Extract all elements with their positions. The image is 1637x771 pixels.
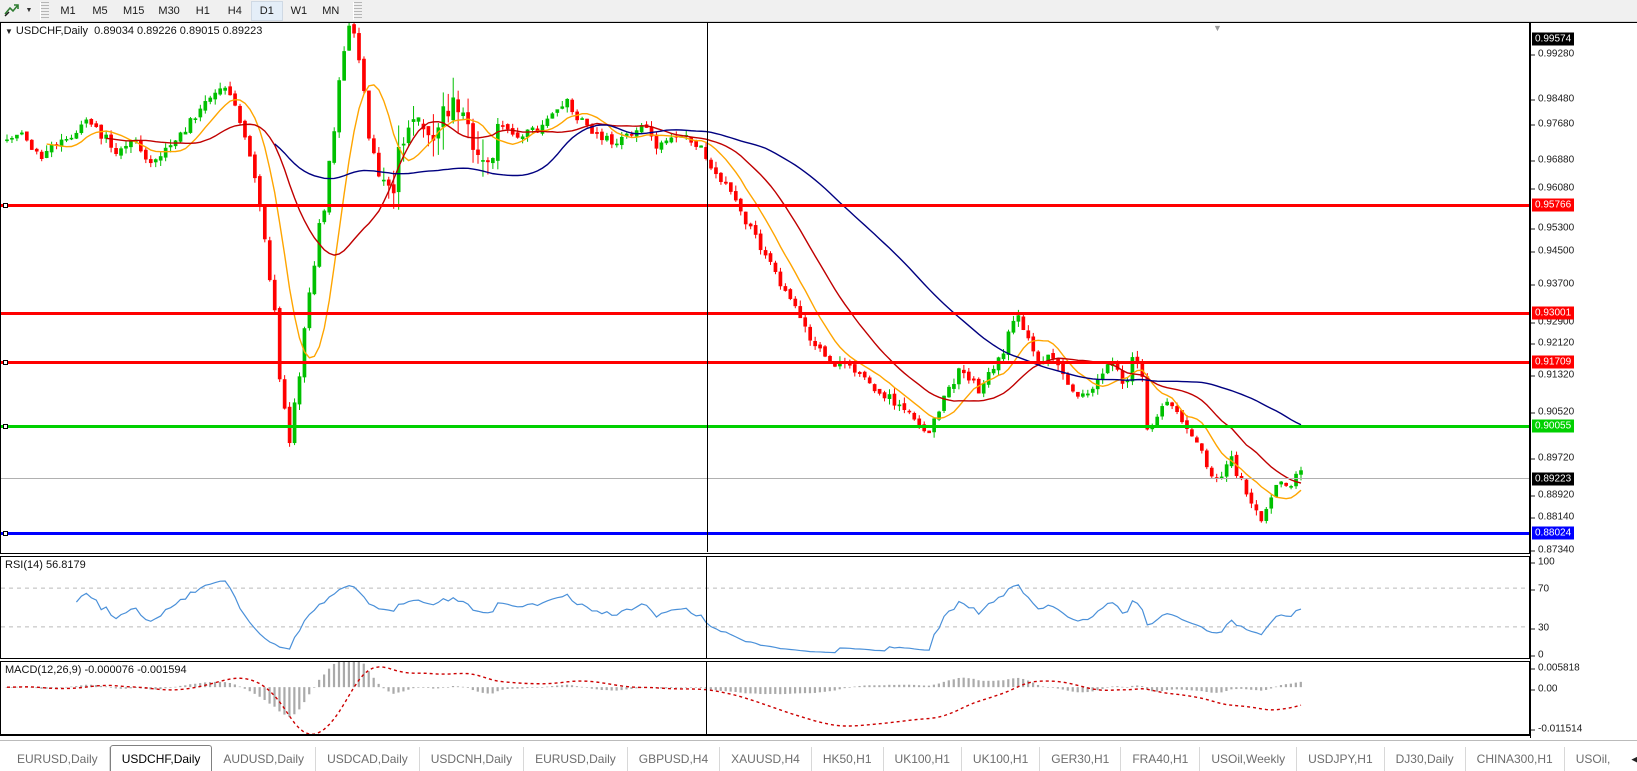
chart-tab-5[interactable]: EURUSD,Daily	[524, 747, 628, 771]
macd-tick: 0.005818	[1531, 663, 1580, 674]
chevron-down-icon[interactable]: ▼	[25, 7, 33, 14]
price-badge[interactable]: 0.89223	[1532, 472, 1575, 486]
crosshair-vertical-line-rsi	[706, 557, 707, 658]
symbol-name: USDCHF,Daily	[15, 25, 89, 37]
resistance-0.93001[interactable]	[1, 312, 1529, 315]
timeframe-button-m30[interactable]: M30	[158, 4, 180, 17]
chart-tabs-bar: EURUSD,Daily USDCHF,Daily AUDUSD,Daily USDC…	[0, 740, 1637, 771]
chart-tab-4[interactable]: USDCNH,Daily	[420, 747, 525, 771]
ohlc-values: 0.89034 0.89226 0.89015 0.89223	[94, 25, 263, 37]
price-tick: 0.93700	[1531, 279, 1574, 290]
timeframe-button-w1[interactable]: W1	[290, 4, 308, 17]
timeframe-button-m15[interactable]: M15	[123, 4, 145, 17]
chart-tab-7[interactable]: XAUUSD,H4	[720, 747, 812, 771]
chart-tab-15[interactable]: DJ30,Daily	[1385, 747, 1466, 771]
chevron-left-icon[interactable]: ◀	[1631, 754, 1637, 765]
level-handle[interactable]	[3, 424, 8, 429]
price-tick: 0.88920	[1531, 490, 1574, 501]
resistance-0.95766[interactable]	[1, 203, 1529, 208]
chart-tab-11[interactable]: GER30,H1	[1040, 747, 1122, 771]
price-badge[interactable]: 0.95766	[1532, 198, 1575, 212]
drag-handle-icon-2[interactable]	[352, 1, 362, 20]
rsi-tick: 30	[1531, 623, 1549, 634]
price-badge[interactable]: 0.99574	[1532, 32, 1575, 46]
collapse-caret-icon[interactable]: ▼	[1213, 23, 1222, 33]
price-candles-canvas	[5, 23, 1303, 524]
price-tick: 0.92120	[1531, 338, 1574, 349]
price-tick: 0.96080	[1531, 183, 1574, 194]
timeframe-button-d1[interactable]: D1	[250, 0, 283, 21]
timeframe-button-m5[interactable]: M5	[92, 4, 108, 17]
price-badge[interactable]: 0.93001	[1532, 306, 1575, 320]
level-handle[interactable]	[3, 360, 8, 365]
support-0.90055[interactable]	[1, 424, 1529, 429]
chart-tab-10[interactable]: UK100,H1	[962, 747, 1041, 771]
price-tick: 0.94500	[1531, 246, 1574, 257]
price-tick: 0.96880	[1531, 155, 1574, 166]
price-badge[interactable]: 0.88024	[1532, 526, 1575, 540]
macd-canvas	[5, 662, 1302, 734]
macd-tick: -0.011514	[1531, 724, 1582, 735]
macd-pane[interactable]: MACD(12,26,9) -0.000076 -0.001594	[0, 661, 1530, 735]
chart-tab-12[interactable]: FRA40,H1	[1121, 747, 1201, 771]
chart-tab-13[interactable]: USOil,Weekly	[1200, 747, 1298, 771]
rsi-tick: 0	[1531, 650, 1544, 661]
crosshair-cursor-icon[interactable]	[0, 1, 22, 21]
current-price-0.89223[interactable]	[1, 478, 1529, 479]
crosshair-vertical-line-macd	[706, 662, 707, 734]
level-handle[interactable]	[3, 531, 8, 536]
chart-tab-1[interactable]: USDCHF,Daily	[109, 745, 213, 771]
timeframe-button-m1[interactable]: M1	[60, 4, 76, 17]
symbol-info-label: ▼ USDCHF,Daily 0.89034 0.89226 0.89015 0.…	[5, 25, 262, 37]
chevron-down-icon[interactable]: ▼	[5, 26, 13, 36]
timeframe-button-mn[interactable]: MN	[322, 4, 340, 17]
macd-tick: 0.00	[1531, 684, 1557, 695]
price-pane[interactable]: ▼ USDCHF,Daily 0.89034 0.89226 0.89015 0.…	[0, 23, 1530, 554]
chart-tab-17[interactable]: USOil,	[1575, 752, 1611, 766]
price-badge[interactable]: 0.91709	[1532, 355, 1575, 369]
price-tick: 0.99280	[1531, 49, 1574, 60]
timeframe-button-h1[interactable]: H1	[195, 4, 210, 17]
price-tick: 0.92900	[1531, 317, 1574, 328]
chart-tab-3[interactable]: USDCAD,Daily	[316, 747, 420, 771]
rsi-tick: 100	[1531, 557, 1555, 568]
price-tick: 0.88140	[1531, 512, 1574, 523]
rsi-label: RSI(14) 56.8179	[5, 559, 86, 571]
price-tick: 0.95300	[1531, 223, 1574, 234]
price-tick: 0.91320	[1531, 370, 1574, 381]
price-tick: 0.87340	[1531, 545, 1574, 556]
chart-area[interactable]: ▼ USDCHF,Daily 0.89034 0.89226 0.89015 0.…	[0, 22, 1637, 760]
price-tick: 0.89720	[1531, 453, 1574, 464]
rsi-canvas	[1, 580, 1529, 654]
tab-scroll-controls: ◀ ▶	[1625, 747, 1637, 771]
price-tick: 0.98480	[1531, 94, 1574, 105]
chart-tab-16[interactable]: CHINA300,H1	[1466, 747, 1565, 771]
chart-tab-2[interactable]: AUDUSD,Daily	[212, 747, 317, 771]
timeframe-button-h4[interactable]: H4	[227, 4, 242, 17]
chart-tab-9[interactable]: UK100,H1	[884, 747, 962, 771]
rsi-tick: 70	[1531, 584, 1549, 595]
resistance-0.91709[interactable]	[1, 360, 1529, 365]
timeframe-button-group: M1 M5 M15 M30 H1 H4 D1 W1 MN	[52, 0, 347, 22]
chart-tab-0[interactable]: EURUSD,Daily	[6, 747, 110, 771]
crosshair-vertical-line	[707, 23, 708, 552]
price-badge[interactable]: 0.90055	[1532, 419, 1575, 433]
chart-tab-8[interactable]: HK50,H1	[812, 747, 884, 771]
macd-label: MACD(12,26,9) -0.000076 -0.001594	[5, 664, 187, 676]
rsi-pane[interactable]: RSI(14) 56.8179	[0, 556, 1530, 659]
chart-tab-14[interactable]: USDJPY,H1	[1297, 747, 1385, 771]
price-tick: 0.90520	[1531, 407, 1574, 418]
top-toolbar: ▼ M1 M5 M15 M30 H1 H4 D1 W1 MN	[0, 0, 1637, 22]
price-scale[interactable]: 0.99280 0.98480 0.97680 0.96880 0.96080 0.953…	[1530, 23, 1637, 738]
drag-handle-icon[interactable]	[40, 1, 49, 20]
price-tick: 0.97680	[1531, 119, 1574, 130]
chart-tab-6[interactable]: GBPUSD,H4	[628, 747, 721, 771]
level-handle[interactable]	[3, 203, 8, 208]
support-0.88024[interactable]	[1, 531, 1529, 536]
